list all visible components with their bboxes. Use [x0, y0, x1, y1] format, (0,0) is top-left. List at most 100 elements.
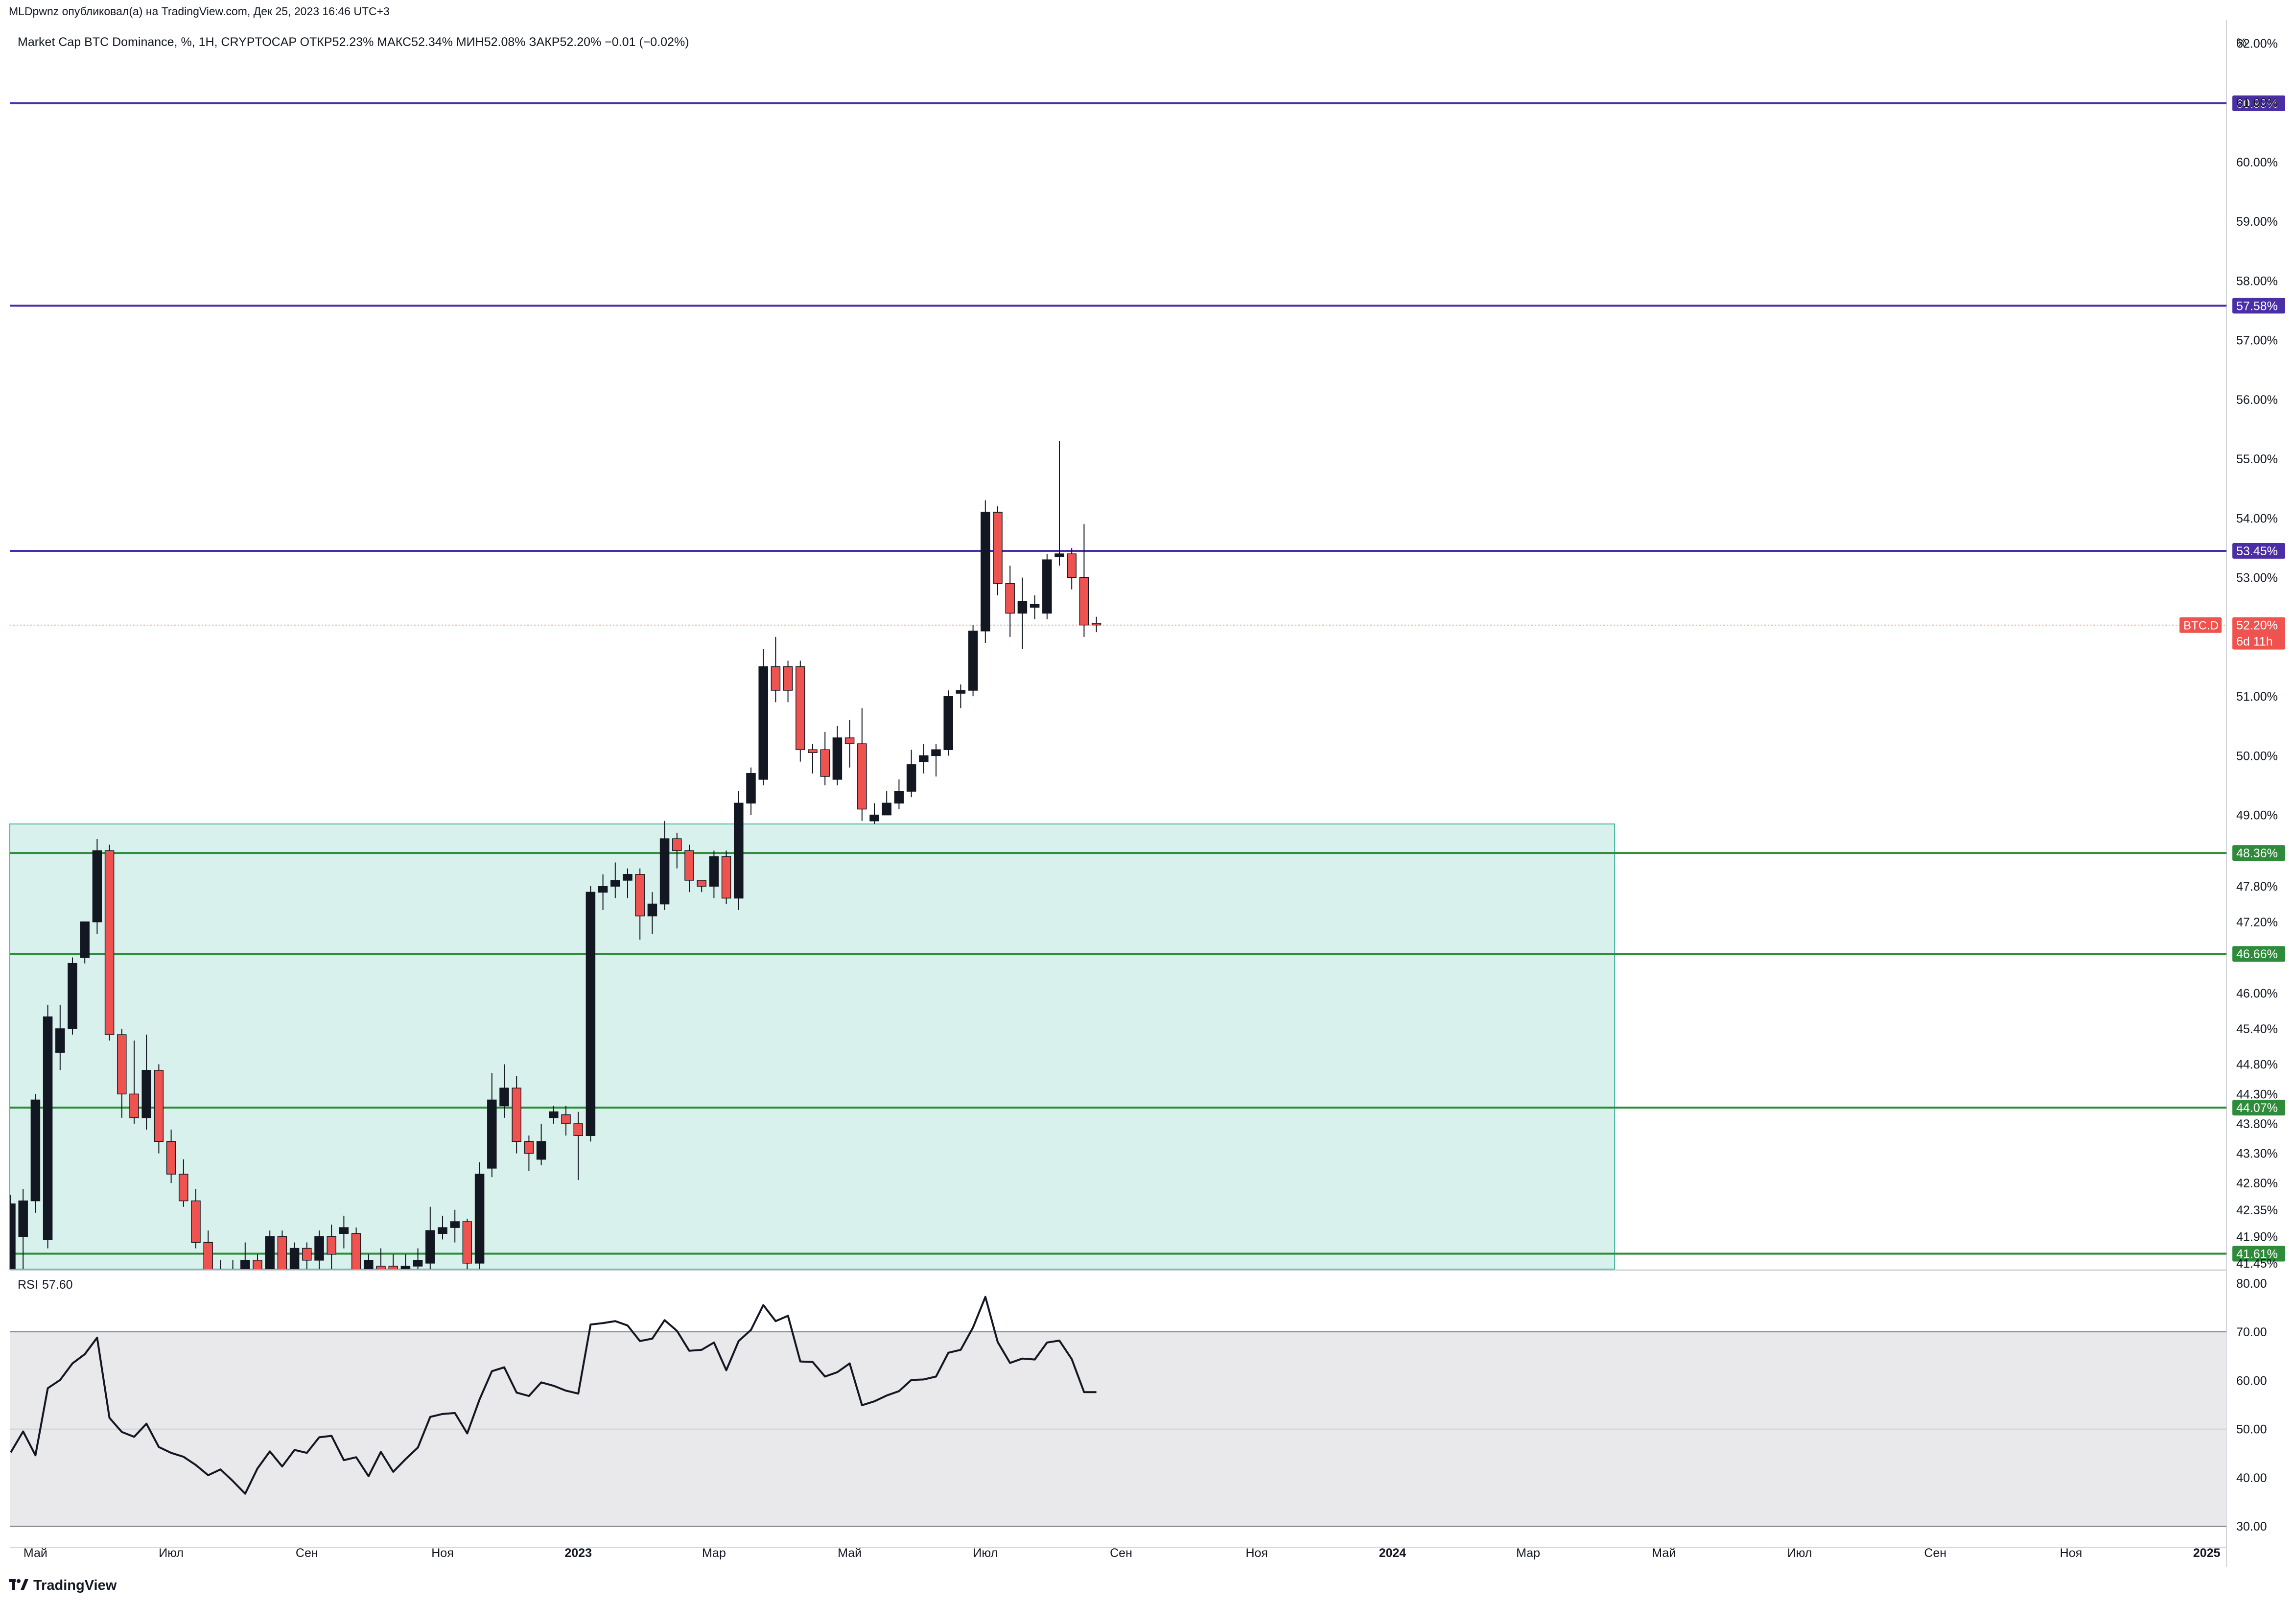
price-tick-label: 41.90% — [2236, 1230, 2278, 1244]
price-tick-label: 42.35% — [2236, 1204, 2278, 1217]
candle-body — [80, 921, 90, 958]
candle-body — [425, 1230, 435, 1264]
level-tag — [2232, 1246, 2285, 1262]
time-tick-label: Мар — [702, 1546, 726, 1560]
candles-layer — [10, 441, 1101, 1290]
candle-body — [289, 1248, 300, 1269]
time-tick-label: 2023 — [564, 1546, 592, 1560]
candle-body — [92, 850, 102, 922]
candle-body — [906, 764, 916, 792]
price-tick-label: 51.00% — [2236, 690, 2278, 704]
candle-body — [1005, 583, 1015, 614]
candle-body — [610, 880, 620, 887]
price-tick-label: 50.00% — [2236, 749, 2278, 763]
candle-body — [253, 1260, 262, 1269]
candle-body — [240, 1260, 250, 1269]
rsi-tick-label: 50.00 — [2236, 1423, 2267, 1437]
candle-body — [400, 1266, 411, 1269]
time-tick-label: Ноя — [2060, 1546, 2083, 1560]
time-tick-label: Июл — [159, 1546, 184, 1560]
candle-body — [796, 666, 805, 750]
candle-body — [1042, 559, 1052, 614]
candle-body — [758, 666, 768, 780]
candle-body — [364, 1260, 374, 1269]
time-tick-label: Май — [838, 1546, 862, 1560]
price-tick-label: 46.00% — [2236, 987, 2278, 1000]
candle-body — [536, 1141, 546, 1160]
current-price-label: 52.20% — [2236, 619, 2278, 633]
level-tag — [2232, 543, 2285, 559]
candle-body — [635, 874, 645, 917]
time-tick-label: Сен — [1110, 1546, 1132, 1560]
rsi-tick-label: 40.00 — [2236, 1471, 2267, 1485]
level-tag — [2232, 1100, 2285, 1116]
level-tag-label: 48.36% — [2236, 847, 2278, 860]
tradingview-logo[interactable]: TradingView — [9, 1578, 117, 1594]
bar-countdown-label: 6d 11h — [2236, 635, 2273, 649]
price-tick-label: 62.00% — [2236, 37, 2278, 50]
symbol-tag — [2179, 617, 2222, 633]
candle-body — [450, 1221, 460, 1228]
candle-body — [968, 630, 978, 691]
price-tick-label: 56.00% — [2236, 393, 2278, 407]
candle-body — [623, 874, 633, 881]
price-tick-label: 42.80% — [2236, 1177, 2278, 1190]
candle-body — [734, 802, 744, 899]
price-tick-label: 61.00% — [2236, 96, 2278, 110]
candle-body — [561, 1114, 571, 1124]
rsi-tick-label: 60.00 — [2236, 1374, 2267, 1388]
candle-body — [487, 1099, 497, 1169]
candle-body — [684, 850, 694, 881]
candle-body — [894, 791, 904, 804]
time-tick-label: Сен — [296, 1546, 318, 1560]
level-tag — [2232, 95, 2285, 111]
candle-body — [659, 838, 670, 905]
rsi-legend-title: RSI — [18, 1278, 38, 1292]
candle-body — [1067, 553, 1077, 578]
candle-body — [462, 1221, 472, 1264]
candle-body — [43, 1016, 53, 1240]
time-tick-label: 2024 — [1379, 1546, 1406, 1560]
level-tag-label: 57.58% — [2236, 299, 2278, 313]
price-tick-label: 58.00% — [2236, 274, 2278, 288]
price-tick-label: 45.40% — [2236, 1022, 2278, 1036]
time-tick-label: Июл — [1787, 1546, 1812, 1560]
candle-body — [18, 1200, 28, 1237]
price-tick-label: 41.45% — [2236, 1257, 2278, 1271]
candle-body — [1079, 577, 1089, 626]
price-tick-label: 53.00% — [2236, 571, 2278, 585]
time-tick-label: Июл — [973, 1546, 998, 1560]
candle-body — [327, 1236, 336, 1255]
candle-body — [697, 880, 706, 887]
level-tag-label: 46.66% — [2236, 947, 2278, 961]
time-tick-label: Сен — [1924, 1546, 1946, 1560]
candle-body — [956, 690, 966, 694]
candle-body — [277, 1236, 287, 1269]
candle-body — [943, 696, 953, 750]
candle-body — [141, 1070, 151, 1118]
candle-body — [68, 963, 77, 1029]
axes-layer: %62.00% 61.00% 60.00% 59.00% 58.00% 57.00% 56.… — [23, 36, 2278, 1560]
candle-body — [981, 512, 990, 632]
grid-layer — [10, 20, 2227, 1567]
symbol-tag-label: BTC.D — [2183, 619, 2219, 633]
candle-body — [30, 1099, 41, 1202]
candle-body — [832, 737, 843, 780]
candle-body — [524, 1141, 534, 1154]
time-tick-label: Ноя — [1245, 1546, 1268, 1560]
horizontal-levels-layer: 60.99% 57.58% 53.45% 48.36% 46.66% 44.07% 41.6… — [10, 95, 2285, 1262]
candle-body — [351, 1233, 361, 1269]
candle-body — [191, 1200, 201, 1243]
symbol-legend[interactable]: Market Cap BTC Dominance, %, 1H, CRYPTOC… — [18, 35, 689, 49]
candle-body — [117, 1034, 127, 1095]
candle-body — [573, 1123, 583, 1136]
candle-body — [771, 666, 781, 691]
candle-body — [229, 1272, 237, 1290]
rsi-tick-label: 80.00 — [2236, 1277, 2267, 1291]
time-tick-label: Май — [1652, 1546, 1676, 1560]
price-tick-label: 44.80% — [2236, 1058, 2278, 1072]
candle-body — [438, 1227, 447, 1234]
candle-body — [721, 856, 731, 899]
candle-body — [783, 666, 793, 691]
